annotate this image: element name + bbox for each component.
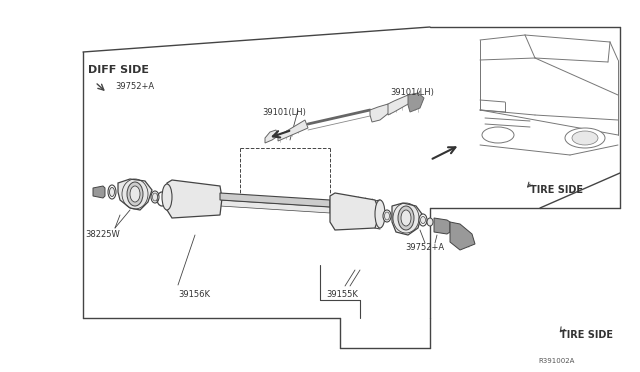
Polygon shape <box>388 95 410 115</box>
Text: TIRE SIDE: TIRE SIDE <box>530 185 583 195</box>
Polygon shape <box>392 203 422 235</box>
Text: R391002A: R391002A <box>539 358 575 364</box>
Ellipse shape <box>385 212 390 220</box>
Ellipse shape <box>162 184 172 210</box>
Polygon shape <box>330 193 380 230</box>
Polygon shape <box>278 120 308 141</box>
Ellipse shape <box>401 210 411 226</box>
Polygon shape <box>220 193 330 207</box>
Ellipse shape <box>151 191 159 203</box>
Ellipse shape <box>419 214 427 226</box>
Ellipse shape <box>482 127 514 143</box>
Polygon shape <box>167 180 222 218</box>
Polygon shape <box>265 130 278 143</box>
Text: 39752+A: 39752+A <box>405 243 444 252</box>
Polygon shape <box>450 222 475 250</box>
Text: TIRE SIDE: TIRE SIDE <box>560 330 613 340</box>
Text: DIFF SIDE: DIFF SIDE <box>88 65 149 75</box>
Ellipse shape <box>565 128 605 148</box>
Ellipse shape <box>420 217 426 224</box>
Polygon shape <box>93 186 105 198</box>
Ellipse shape <box>108 185 116 199</box>
Polygon shape <box>434 218 450 234</box>
Ellipse shape <box>375 200 385 228</box>
Text: 39155K: 39155K <box>326 290 358 299</box>
Text: 39101(LH): 39101(LH) <box>390 88 434 97</box>
Polygon shape <box>220 200 330 213</box>
Ellipse shape <box>572 131 598 145</box>
Text: 39752+A: 39752+A <box>115 82 154 91</box>
Ellipse shape <box>383 210 391 222</box>
Text: 39156K: 39156K <box>178 290 210 299</box>
Ellipse shape <box>127 182 143 206</box>
Text: 38225W: 38225W <box>85 230 120 239</box>
Ellipse shape <box>427 218 433 226</box>
Ellipse shape <box>152 193 157 201</box>
Text: 39101(LH): 39101(LH) <box>262 108 306 117</box>
Polygon shape <box>370 104 390 122</box>
Polygon shape <box>118 179 152 210</box>
Ellipse shape <box>398 206 414 230</box>
Polygon shape <box>408 93 424 112</box>
Ellipse shape <box>109 187 115 196</box>
Ellipse shape <box>130 186 140 202</box>
